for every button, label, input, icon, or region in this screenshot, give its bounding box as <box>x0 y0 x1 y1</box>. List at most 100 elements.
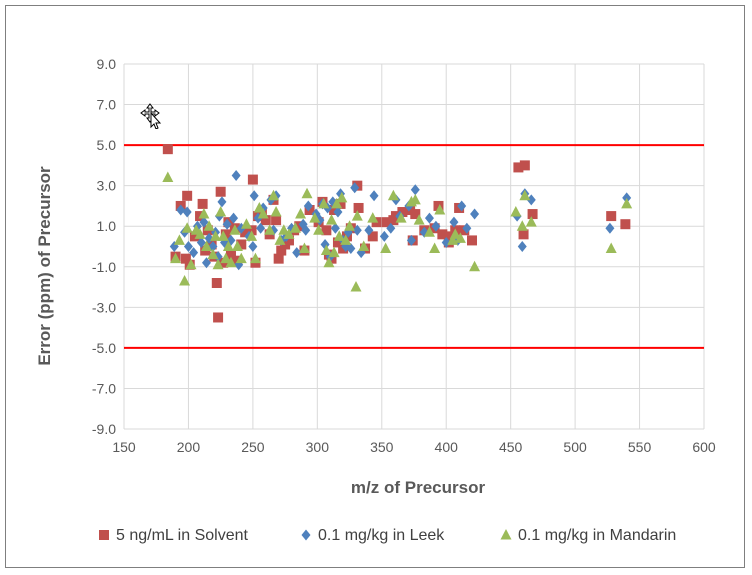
x-tick-label: 250 <box>241 439 265 455</box>
point-square <box>276 245 287 256</box>
point-square <box>353 202 364 213</box>
point-triangle <box>240 218 252 229</box>
point-triangle <box>340 234 352 245</box>
point-diamond <box>369 190 379 202</box>
x-tick-label: 600 <box>692 439 716 455</box>
x-tick-label: 300 <box>306 439 330 455</box>
point-diamond <box>386 222 396 234</box>
point-triangle <box>298 242 310 254</box>
point-square <box>341 231 352 242</box>
point-triangle <box>367 212 379 223</box>
point-diamond <box>441 236 451 248</box>
point-triangle <box>323 256 335 268</box>
point-triangle <box>449 228 461 239</box>
y-tick-label: 1.0 <box>97 218 117 234</box>
point-square <box>294 221 305 232</box>
point-triangle <box>519 189 531 201</box>
point-square <box>213 312 224 323</box>
point-triangle <box>215 206 227 217</box>
y-tick-labels: 9.0 7.0 5.0 3.0 1.0 -1.0 -3.0 -5.0 -7.0 -9.0 <box>92 56 116 437</box>
point-triangle <box>395 212 407 223</box>
point-triangle <box>350 281 362 292</box>
point-square <box>240 227 251 238</box>
point-square <box>329 205 340 215</box>
point-diamond <box>406 234 416 246</box>
point-triangle <box>409 193 421 205</box>
point-square <box>433 200 444 211</box>
y-tick-label: -1.0 <box>92 259 116 275</box>
y-tick-label: 7.0 <box>97 97 117 113</box>
x-tick-label: 200 <box>177 439 201 455</box>
point-square <box>405 205 416 215</box>
legend-marker-triangle <box>500 529 512 540</box>
point-diamond <box>333 206 343 218</box>
point-diamond <box>303 200 313 212</box>
point-diamond <box>622 192 632 204</box>
point-square <box>332 237 343 248</box>
point-triangle <box>621 197 633 209</box>
point-diamond <box>256 222 266 234</box>
point-triangle <box>351 210 363 221</box>
point-triangle <box>309 212 321 223</box>
point-triangle <box>289 222 301 233</box>
point-diamond <box>449 216 459 228</box>
x-tick-labels: 150 200 250 300 350 400 450 500 550 600 <box>112 439 716 455</box>
point-square <box>162 144 173 155</box>
data-points <box>162 144 633 323</box>
point-triangle <box>328 246 340 258</box>
point-triangle <box>249 252 261 264</box>
point-triangle <box>194 228 206 239</box>
point-square <box>518 229 529 240</box>
point-triangle <box>212 258 224 270</box>
point-diamond <box>248 241 258 252</box>
x-tick-label: 150 <box>112 439 136 455</box>
point-triangle <box>331 197 343 209</box>
point-triangle <box>283 228 295 239</box>
point-triangle <box>264 224 276 235</box>
point-diamond <box>301 224 311 236</box>
point-square <box>367 231 378 242</box>
point-diamond <box>201 257 211 269</box>
x-tick-label: 450 <box>499 439 523 455</box>
point-diamond <box>196 236 206 248</box>
point-square <box>189 231 200 242</box>
point-triangle <box>253 201 265 213</box>
point-square <box>397 207 408 218</box>
point-diamond <box>410 184 420 196</box>
point-triangle <box>326 214 338 225</box>
point-triangle <box>181 222 193 233</box>
point-diamond <box>517 241 527 252</box>
y-tick-label: -3.0 <box>92 299 116 315</box>
point-triangle <box>423 226 435 237</box>
x-tick-label: 500 <box>563 439 587 455</box>
point-diamond <box>379 230 389 242</box>
point-triangle <box>318 197 330 209</box>
point-triangle <box>198 208 210 219</box>
y-tick-label: -7.0 <box>92 380 116 396</box>
point-triangle <box>333 230 345 241</box>
point-diamond <box>213 251 223 263</box>
point-triangle <box>301 187 313 199</box>
point-triangle <box>516 220 528 231</box>
chart-frame: 9.0 7.0 5.0 3.0 1.0 -1.0 -3.0 -5.0 -7.0 -9.0 150 2… <box>5 5 745 568</box>
point-square <box>220 229 231 240</box>
point-square <box>620 219 631 230</box>
point-diamond <box>431 220 441 232</box>
point-triangle <box>210 230 222 241</box>
point-square <box>519 160 530 171</box>
legend-marker-square <box>99 530 109 540</box>
point-diamond <box>346 243 356 255</box>
point-square <box>606 211 617 222</box>
legend-label: 0.1 mg/kg in Mandarin <box>518 527 676 544</box>
point-diamond <box>229 212 239 224</box>
point-triangle <box>179 274 191 286</box>
point-square <box>513 162 524 173</box>
point-square <box>260 215 271 226</box>
point-square <box>271 215 282 226</box>
point-triangle <box>246 230 258 241</box>
point-triangle <box>358 240 370 251</box>
point-diamond <box>231 170 241 182</box>
point-triangle <box>170 252 182 264</box>
point-square <box>236 239 247 250</box>
point-square <box>437 229 448 240</box>
